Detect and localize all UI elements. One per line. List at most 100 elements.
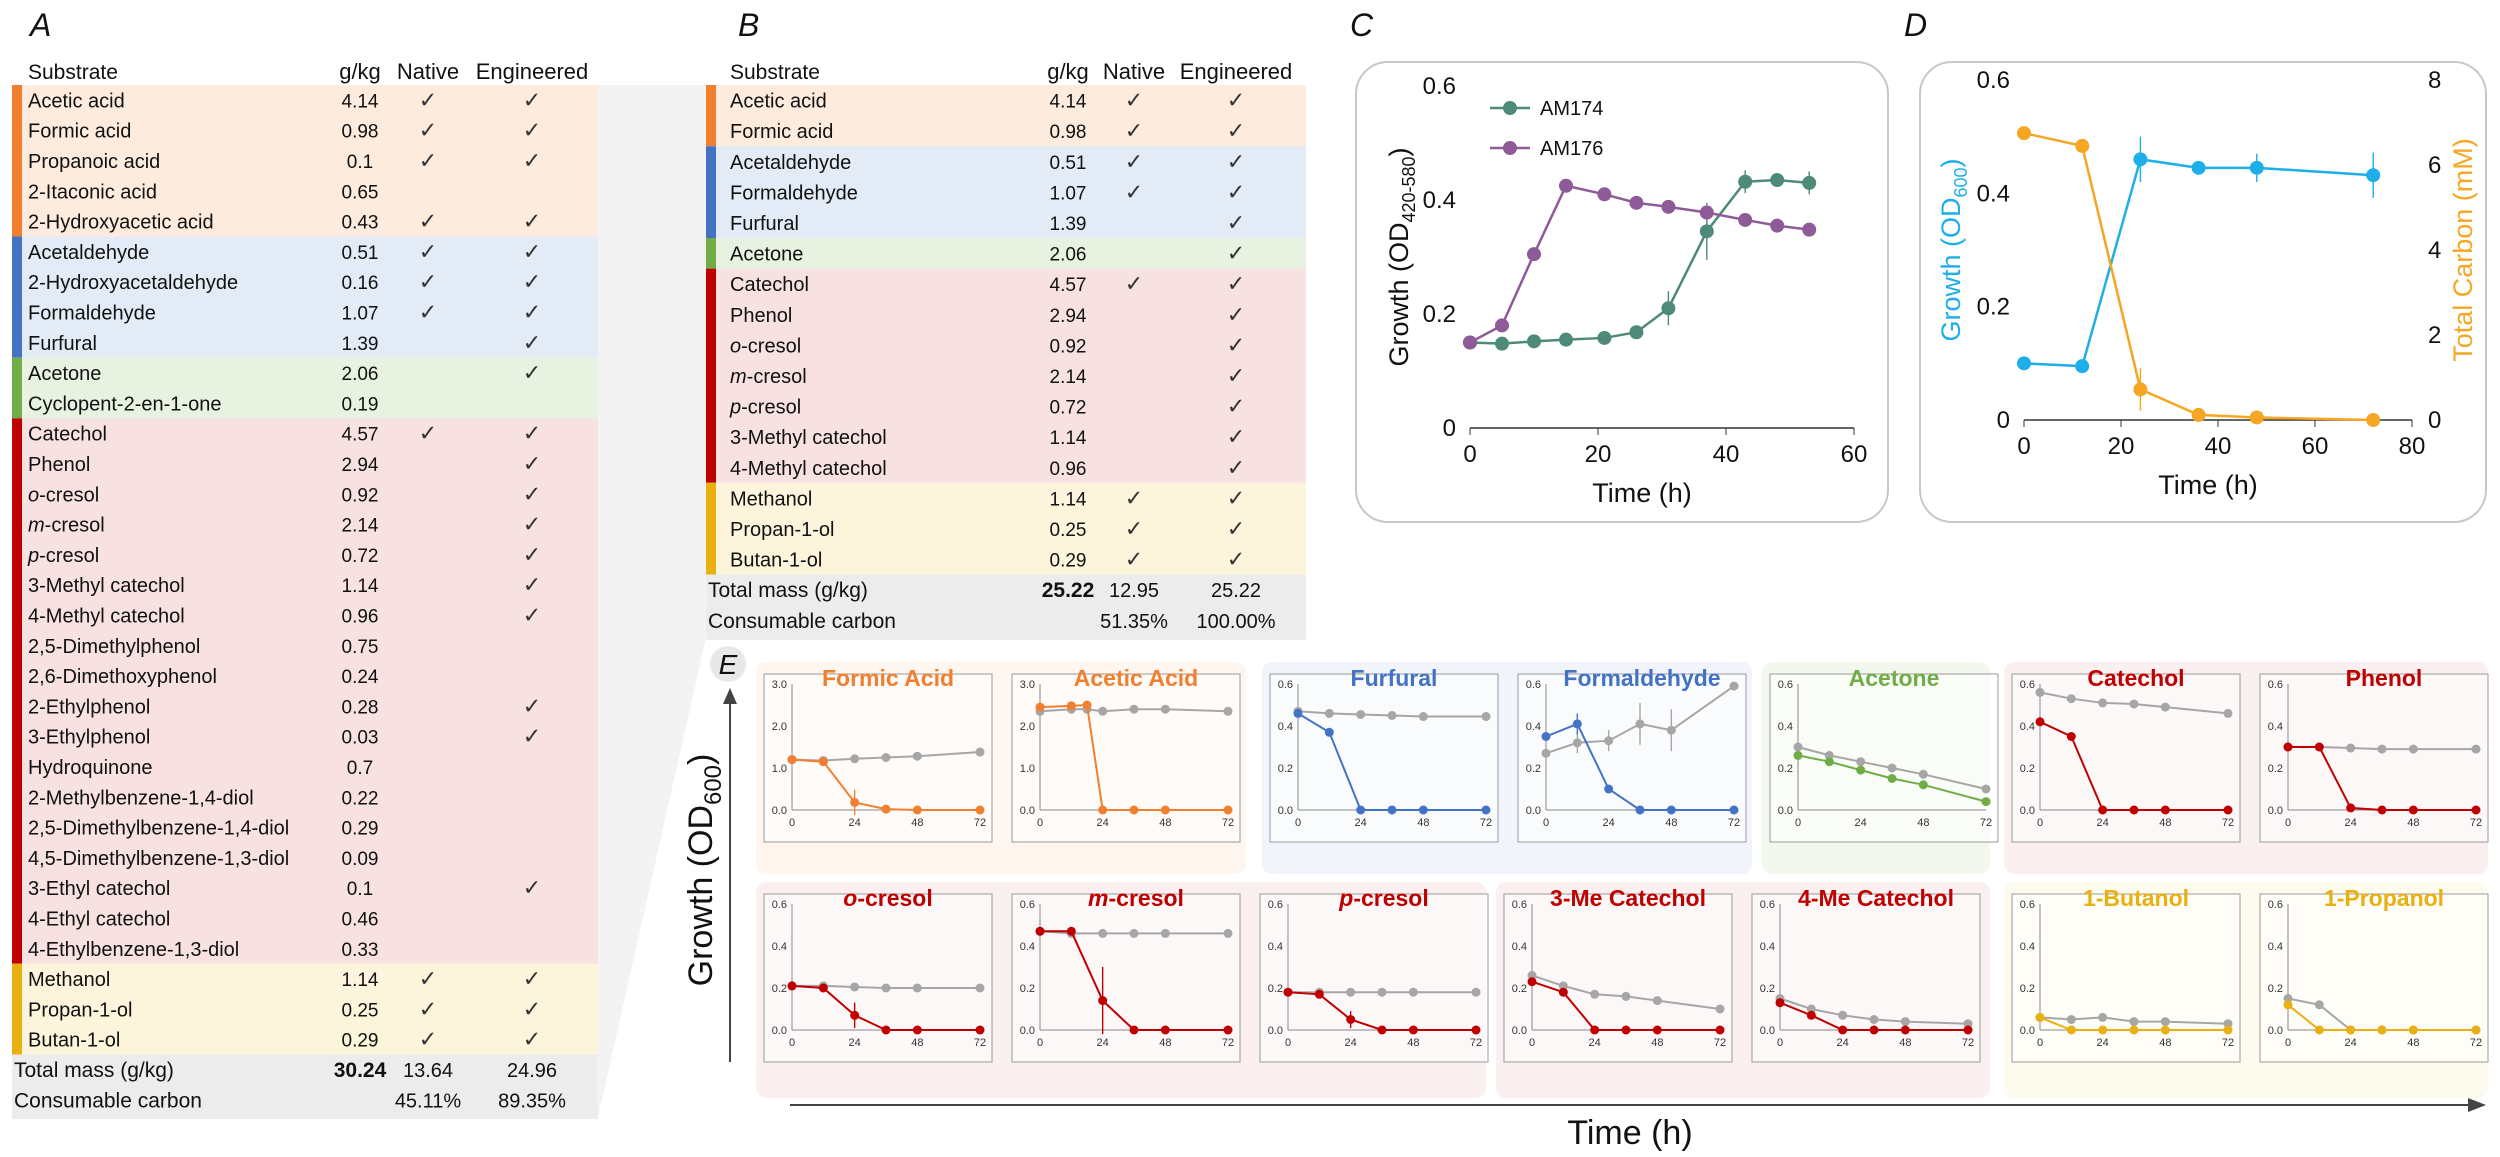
control-point — [1418, 712, 1428, 722]
y-tick-label: 0.4 — [1423, 187, 1456, 214]
substrate-point — [2223, 1025, 2233, 1035]
group-color-bar — [706, 85, 716, 147]
row-substrate: 2-Hydroxyacetaldehyde — [28, 272, 238, 294]
row-engineered-check: ✓ — [1227, 424, 1245, 449]
row-gkg: 1.14 — [342, 970, 379, 991]
subplot-frame — [2011, 893, 2241, 1063]
subplot-title: Formic Acid — [822, 665, 954, 691]
row-gkg: 0.16 — [342, 273, 379, 294]
row-gkg: 1.07 — [1050, 183, 1087, 204]
x-tick-label: 24 — [1589, 1037, 1601, 1049]
y-tick-label: 0.2 — [1423, 301, 1456, 328]
row-engineered-check: ✓ — [523, 87, 541, 112]
control-point — [1715, 1004, 1725, 1014]
substrate-point — [2471, 805, 2481, 815]
row-gkg: 0.51 — [1050, 153, 1087, 174]
substrate-line — [2287, 1004, 2476, 1031]
control-point — [1346, 987, 1356, 997]
y-tick-label: 1.0 — [1020, 763, 1035, 775]
control-point — [2223, 1019, 2233, 1029]
control-point — [1356, 709, 1366, 719]
control-point — [1652, 996, 1662, 1006]
row-substrate: 2,5-Dimethylphenol — [28, 636, 200, 658]
x-tick-label: 48 — [911, 1037, 923, 1049]
control-line — [2039, 691, 2229, 715]
series-am174-point — [1527, 334, 1541, 349]
substrate-line — [2288, 746, 2476, 811]
y-tick-label: 0.0 — [772, 805, 787, 817]
row-gkg: 1.14 — [1050, 489, 1087, 510]
row-native-check: ✓ — [419, 269, 437, 294]
row-engineered-check: ✓ — [1227, 516, 1245, 541]
row-engineered-check: ✓ — [1227, 332, 1245, 357]
row-gkg: 0.1 — [347, 879, 373, 900]
x-tick-label: 72 — [1980, 817, 1992, 829]
y-axis-label-sub: 420-580 — [1399, 156, 1419, 222]
y-tick-label: 0.6 — [2268, 899, 2283, 911]
control-point — [2283, 994, 2293, 1003]
control-point — [1963, 1019, 1973, 1029]
control-line — [2039, 1016, 2229, 1025]
x-tick-label: 24 — [2097, 1037, 2109, 1049]
control-point — [1481, 712, 1491, 722]
control-point — [1856, 757, 1866, 767]
x-axis-label: Time (h) — [2158, 470, 2258, 500]
row-engineered-check: ✓ — [523, 300, 541, 325]
substrate-point — [1356, 805, 1366, 815]
substrate-point — [1918, 780, 1928, 790]
control-point — [2377, 744, 2387, 754]
row-native-check: ✓ — [1125, 485, 1143, 510]
row-engineered-check: ✓ — [1227, 302, 1245, 327]
series-growth-point — [2075, 359, 2090, 374]
y-tick-label: 0.2 — [1778, 763, 1793, 775]
totals-band — [12, 1054, 598, 1120]
subplot-title: o-cresol — [843, 885, 933, 911]
series-am176-point — [1597, 187, 1612, 202]
row-engineered-check: ✓ — [1227, 547, 1245, 572]
substrate-point — [1377, 1025, 1387, 1035]
substrate-point — [1082, 700, 1092, 710]
x-tick-label: 0 — [1777, 1037, 1783, 1049]
substrate-line — [2039, 720, 2228, 811]
substrate-point — [2346, 803, 2356, 813]
y-tick-label: 0.6 — [2268, 679, 2283, 691]
row-substrate: Methanol — [28, 969, 110, 991]
substrate-point — [1324, 727, 1334, 737]
group-band — [12, 236, 598, 358]
substrate-point — [881, 1025, 891, 1035]
substrate-point — [1066, 701, 1076, 711]
totals-band — [706, 574, 1306, 640]
row-substrate-italic: o — [730, 335, 741, 357]
x-tick-label: 48 — [1899, 1037, 1911, 1049]
control-point — [1558, 981, 1568, 991]
control-line — [1297, 710, 1486, 718]
y-tick-label: 0.2 — [1512, 983, 1527, 995]
y-tick-label: 0.2 — [1278, 763, 1293, 775]
series-am174-point — [1495, 336, 1509, 351]
control-point — [2035, 687, 2045, 697]
x-tick-label: 0 — [1037, 1037, 1043, 1049]
row-substrate: 2-Hydroxyacetic acid — [28, 212, 214, 234]
y-tick-label: 0.4 — [2268, 721, 2283, 733]
row-substrate-italic: o — [28, 484, 39, 506]
y-axis-label-end: ) — [682, 754, 720, 765]
substrate-point — [2408, 805, 2418, 815]
row-engineered-check: ✓ — [523, 421, 541, 446]
row-gkg: 0.29 — [1050, 551, 1087, 572]
row-substrate: 3-Methyl catechol — [28, 575, 185, 597]
x-tick-label: 20 — [1585, 441, 1612, 468]
row-engineered-check: ✓ — [523, 209, 541, 234]
subplot-4-me-catechol: 0.0 0.2 0.4 0.6 0 24 48 72 4-Me Catechol — [1751, 885, 1981, 1063]
control-point — [1527, 970, 1537, 980]
row-engineered-check: ✓ — [523, 330, 541, 355]
totals-engineered: 25.22 — [1211, 580, 1261, 602]
y-tick-label: 0.0 — [2020, 805, 2035, 817]
x-tick-label: 48 — [2159, 1037, 2171, 1049]
y2-tick-label: 8 — [2428, 67, 2441, 94]
series-am176-point — [1738, 212, 1753, 227]
subplot-title-rest: -cresol — [1109, 885, 1184, 911]
substrate-line — [2039, 1016, 2228, 1031]
row-gkg: 0.29 — [342, 1031, 379, 1052]
row-gkg: 0.98 — [342, 122, 379, 143]
series-am176-point — [1699, 205, 1714, 220]
